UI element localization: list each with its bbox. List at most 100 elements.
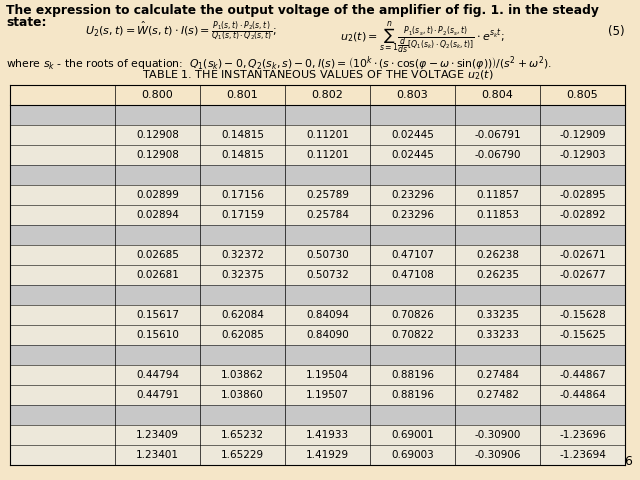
Text: -0.02895: -0.02895	[559, 190, 606, 200]
Text: -0.12903: -0.12903	[559, 150, 606, 160]
Text: 0.02899: 0.02899	[136, 190, 179, 200]
Text: -0.06790: -0.06790	[474, 150, 521, 160]
Bar	[10, 285, 625, 305]
Text: 0.02681: 0.02681	[136, 270, 179, 280]
Text: 0.33235: 0.33235	[476, 310, 519, 320]
Text: -0.15625: -0.15625	[559, 330, 606, 340]
Text: 0.88196: 0.88196	[391, 390, 434, 400]
Text: -0.12909: -0.12909	[559, 130, 606, 140]
Text: 0.84094: 0.84094	[306, 310, 349, 320]
Bar	[10, 225, 625, 245]
Text: 0.62085: 0.62085	[221, 330, 264, 340]
Text: 0.69001: 0.69001	[391, 430, 434, 440]
Text: 0.11201: 0.11201	[306, 150, 349, 160]
Text: 0.44794: 0.44794	[136, 370, 179, 380]
Text: 0.12908: 0.12908	[136, 130, 179, 140]
Text: -1.23696: -1.23696	[559, 430, 606, 440]
Text: 0.17159: 0.17159	[221, 210, 264, 220]
Text: 1.23401: 1.23401	[136, 450, 179, 460]
Text: 0.47107: 0.47107	[391, 250, 434, 260]
Text: 0.25784: 0.25784	[306, 210, 349, 220]
Text: 0.27484: 0.27484	[476, 370, 519, 380]
Text: -0.44864: -0.44864	[559, 390, 606, 400]
Bar	[10, 365, 625, 385]
Bar	[10, 405, 625, 425]
Bar	[10, 265, 625, 285]
Text: 1.41933: 1.41933	[306, 430, 349, 440]
Text: 0.84090: 0.84090	[306, 330, 349, 340]
Text: 0.23296: 0.23296	[391, 210, 434, 220]
Text: 1.03862: 1.03862	[221, 370, 264, 380]
Bar	[10, 325, 625, 345]
Text: (5): (5)	[608, 25, 625, 38]
Bar	[10, 345, 625, 365]
Text: 0.33233: 0.33233	[476, 330, 519, 340]
Text: 1.23409: 1.23409	[136, 430, 179, 440]
Text: where $s_k$ - the roots of equation:  $Q_1(s_k)-0,Q_2(s_k,s)-0,I(s)=\left(10^k\c: where $s_k$ - the roots of equation: $Q_…	[6, 55, 552, 73]
Text: -0.02892: -0.02892	[559, 210, 606, 220]
Text: 0.17156: 0.17156	[221, 190, 264, 200]
Text: 0.26238: 0.26238	[476, 250, 519, 260]
Bar	[10, 385, 625, 405]
Text: 0.02445: 0.02445	[391, 130, 434, 140]
Text: $u_2(t)=\sum_{s=1}^{n}\frac{P_1(s_s,t)\cdot P_2(s_s,t)}{\dfrac{d}{ds}[Q_1(s_k)\c: $u_2(t)=\sum_{s=1}^{n}\frac{P_1(s_s,t)\c…	[340, 20, 504, 56]
Text: 0.11853: 0.11853	[476, 210, 519, 220]
Bar	[10, 445, 625, 465]
Text: 0.70822: 0.70822	[391, 330, 434, 340]
Text: 0.802: 0.802	[312, 90, 344, 100]
Text: 0.02894: 0.02894	[136, 210, 179, 220]
Text: 0.50732: 0.50732	[306, 270, 349, 280]
Text: 0.800: 0.800	[141, 90, 173, 100]
Text: 1.41929: 1.41929	[306, 450, 349, 460]
Text: 1.03860: 1.03860	[221, 390, 264, 400]
Bar	[10, 105, 625, 125]
Text: 0.32372: 0.32372	[221, 250, 264, 260]
Text: 0.15617: 0.15617	[136, 310, 179, 320]
Text: 0.14815: 0.14815	[221, 130, 264, 140]
Text: $U_2(s,t)=\hat{W}(s,t)\cdot I(s)=\frac{P_1(s,t)\cdot P_2(s,t)}{Q_1(s,t)\cdot Q_2: $U_2(s,t)=\hat{W}(s,t)\cdot I(s)=\frac{P…	[85, 20, 276, 44]
Text: 0.02685: 0.02685	[136, 250, 179, 260]
Text: 0.805: 0.805	[566, 90, 598, 100]
Text: 0.02445: 0.02445	[391, 150, 434, 160]
Text: state:: state:	[6, 16, 47, 29]
Text: 0.803: 0.803	[397, 90, 428, 100]
Text: 0.15610: 0.15610	[136, 330, 179, 340]
Text: 0.62084: 0.62084	[221, 310, 264, 320]
Text: 1.65232: 1.65232	[221, 430, 264, 440]
Text: The expression to calculate the output voltage of the amplifier of fig. 1. in th: The expression to calculate the output v…	[6, 4, 599, 17]
Text: 0.69003: 0.69003	[391, 450, 434, 460]
Text: 0.88196: 0.88196	[391, 370, 434, 380]
Text: 6: 6	[624, 455, 632, 468]
Bar	[10, 245, 625, 265]
Bar	[10, 205, 625, 225]
Text: 0.70826: 0.70826	[391, 310, 434, 320]
Bar	[10, 165, 625, 185]
Text: 0.801: 0.801	[227, 90, 259, 100]
Bar	[10, 85, 625, 105]
Bar	[10, 145, 625, 165]
Text: -0.44867: -0.44867	[559, 370, 606, 380]
Text: -0.30906: -0.30906	[474, 450, 521, 460]
Text: 0.44791: 0.44791	[136, 390, 179, 400]
Text: 0.14815: 0.14815	[221, 150, 264, 160]
Text: 1.19504: 1.19504	[306, 370, 349, 380]
Text: -0.30900: -0.30900	[474, 430, 521, 440]
Text: 0.32375: 0.32375	[221, 270, 264, 280]
Text: 0.11201: 0.11201	[306, 130, 349, 140]
Text: -0.06791: -0.06791	[474, 130, 521, 140]
Text: 1.65229: 1.65229	[221, 450, 264, 460]
Bar	[10, 425, 625, 445]
Text: 0.23296: 0.23296	[391, 190, 434, 200]
Text: 0.804: 0.804	[481, 90, 513, 100]
Text: 1.19507: 1.19507	[306, 390, 349, 400]
Text: 0.47108: 0.47108	[391, 270, 434, 280]
Bar	[10, 305, 625, 325]
Bar	[10, 125, 625, 145]
Text: TABLE 1. THE INSTANTANEOUS VALUES OF THE VOLTAGE $u_2(t)$: TABLE 1. THE INSTANTANEOUS VALUES OF THE…	[142, 68, 494, 82]
Text: 0.50730: 0.50730	[306, 250, 349, 260]
Text: 0.26235: 0.26235	[476, 270, 519, 280]
Text: 0.12908: 0.12908	[136, 150, 179, 160]
Bar	[10, 185, 625, 205]
Text: -0.15628: -0.15628	[559, 310, 606, 320]
Text: 0.25789: 0.25789	[306, 190, 349, 200]
